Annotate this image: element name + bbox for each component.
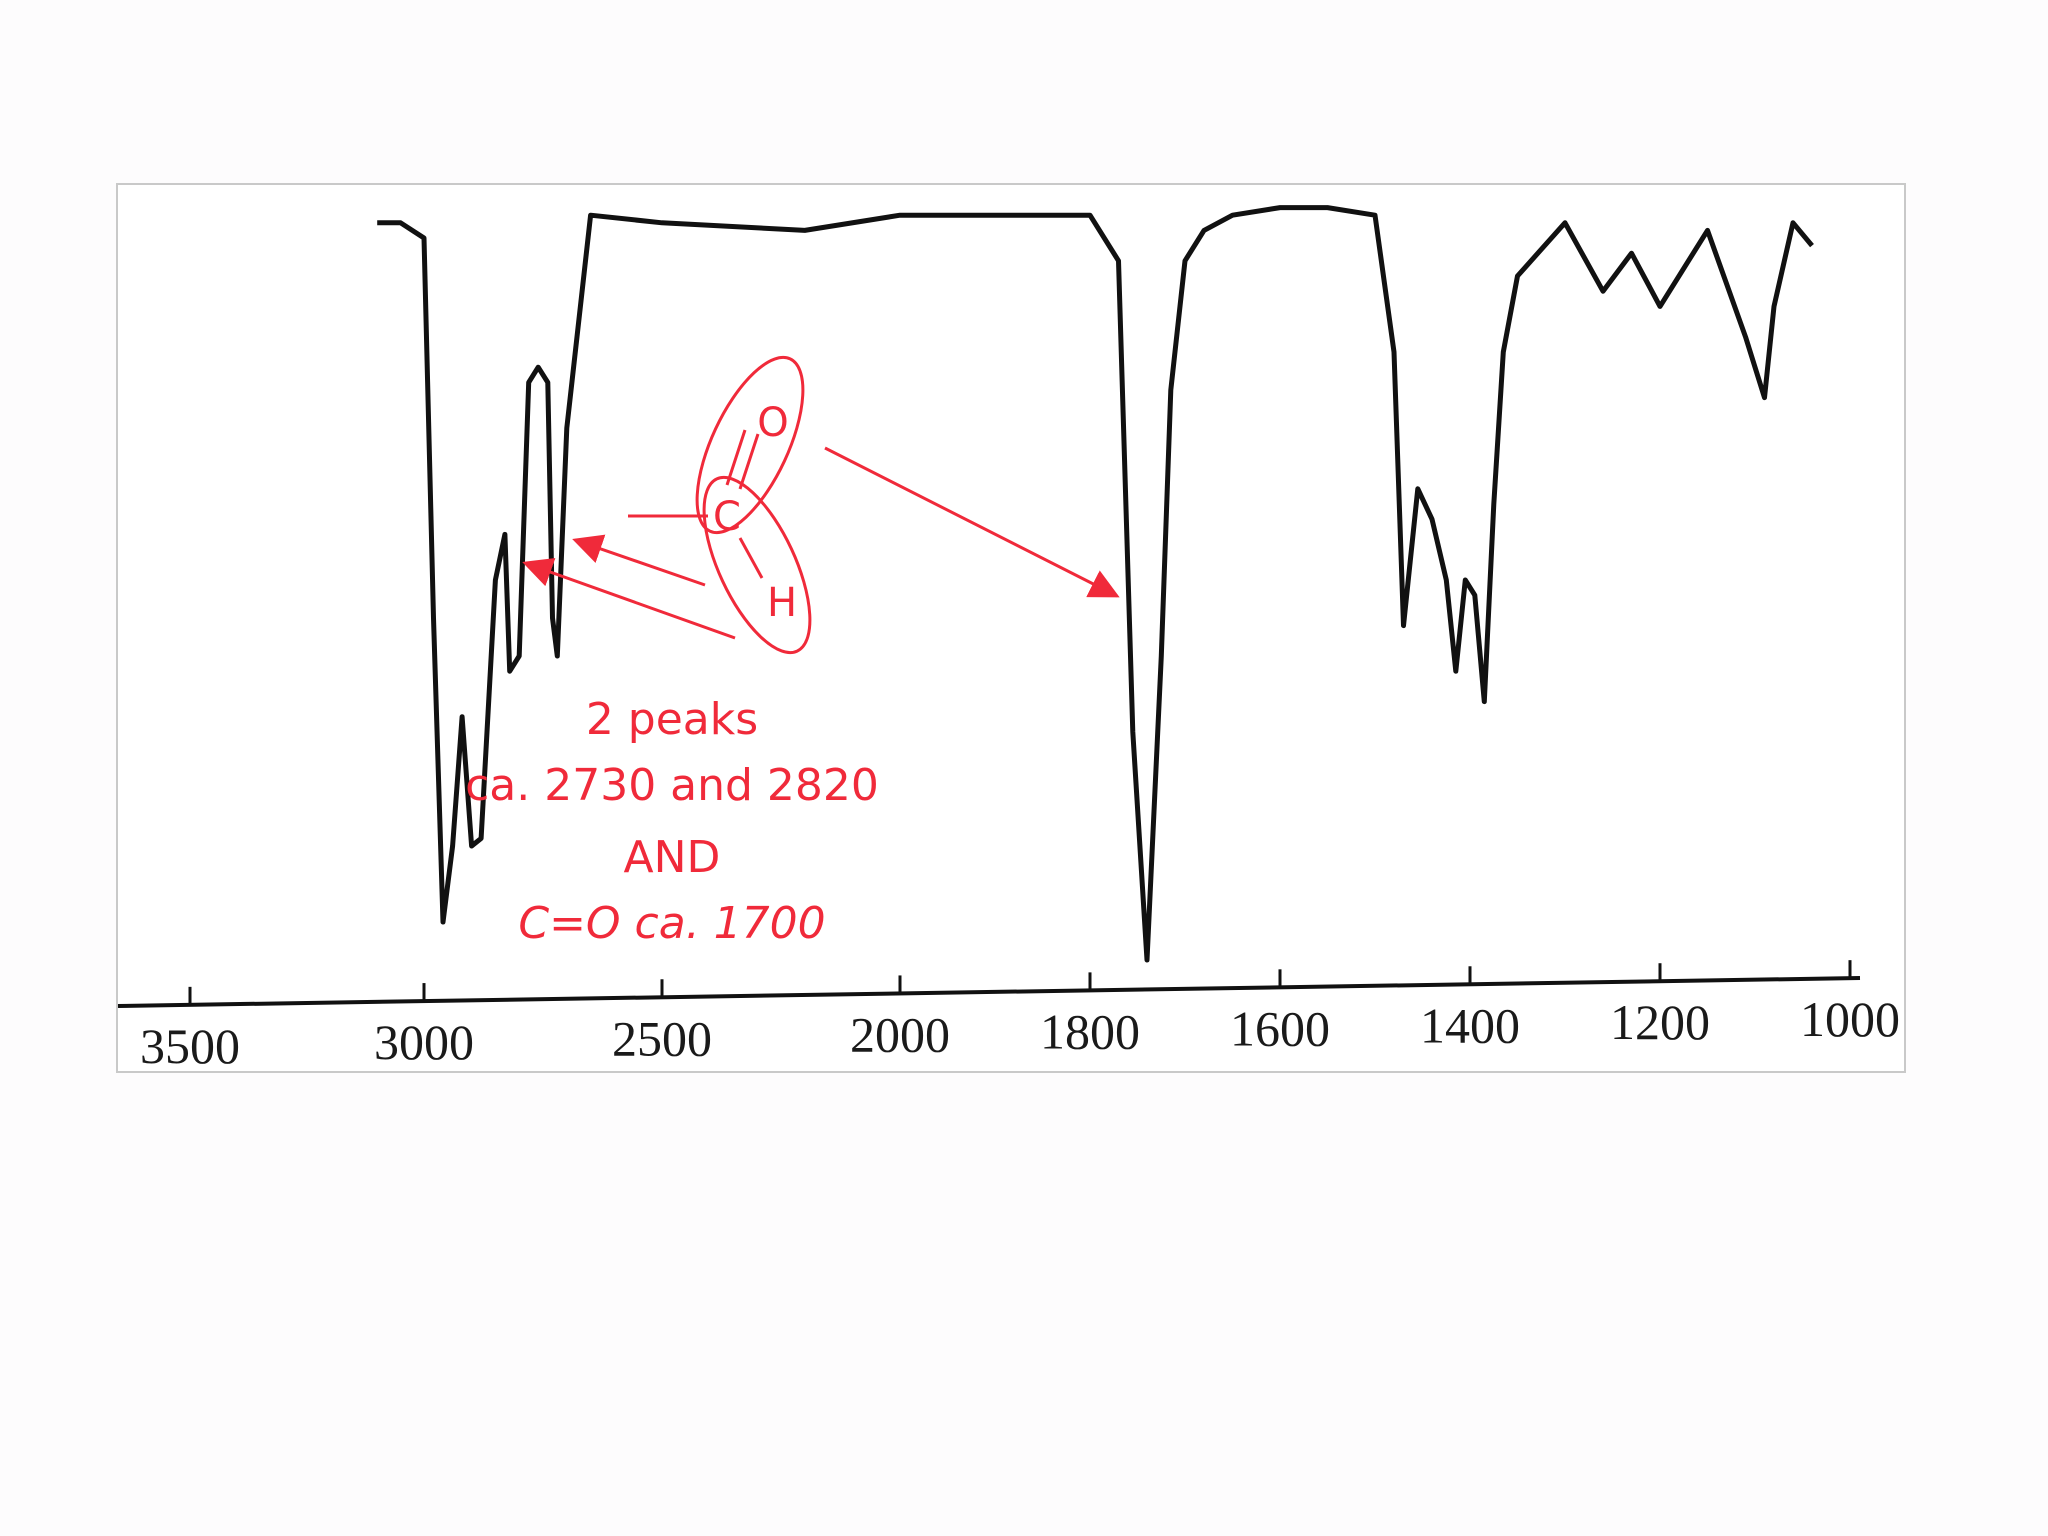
x-axis-line [117,976,1861,1008]
atom-o-label: O [757,400,788,446]
annotation-line-2: ca. 2730 and 2820 [465,760,879,811]
spectrum-trace [377,205,1814,963]
x-tick-label: 1800 [1040,1003,1140,1059]
x-tick-label: 1000 [1800,991,1900,1047]
annotation-line-4: C=O ca. 1700 [518,898,825,949]
annotation-line-3: AND [624,832,721,883]
arrow-to-carbonyl-peak [824,446,1120,598]
c-h-bond-oval [702,475,812,655]
x-tick-label: 1600 [1230,1000,1330,1056]
ir-spectrum-frame [116,183,1906,1073]
c-h-bond-line [738,537,764,579]
c-o-bond-oval [695,355,805,535]
atom-h-label: H [767,580,797,626]
x-tick-label: 2000 [850,1006,950,1062]
double-bond-lines [725,429,760,490]
x-axis-ticks: 3500 3000 2500 2000 1800 1600 1400 1200 1000 [140,960,1900,1074]
aldehyde-group-sketch: O C H [628,355,812,655]
x-tick-label: 1400 [1420,997,1520,1053]
annotation-line-1: 2 peaks [586,694,758,745]
x-tick-label: 1200 [1610,994,1710,1050]
atom-c-label: C [713,494,741,540]
x-tick-label: 3000 [374,1014,474,1070]
arrow-to-2730-peak [572,534,706,587]
arrow-to-2820-peak [522,557,736,640]
x-tick-label: 2500 [612,1010,712,1066]
x-tick-label: 3500 [140,1018,240,1074]
